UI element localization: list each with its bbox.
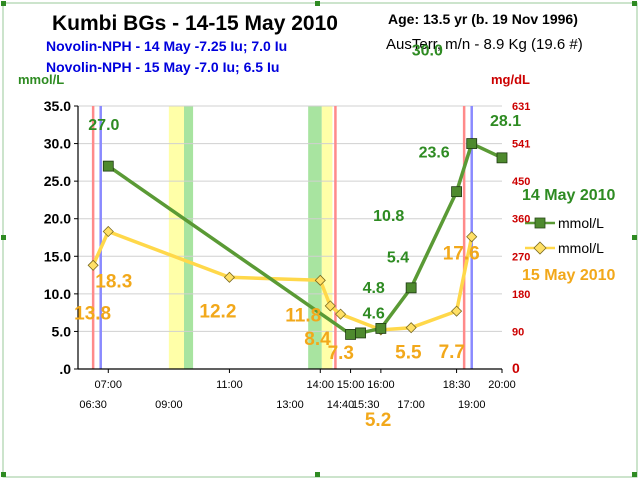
right-tick-label-5: 450 [512,176,530,188]
x-tick-label-lower-1: 09:00 [155,399,183,411]
frame-handle-5 [1,472,6,477]
data-label-yellow-0: 13.8 [74,303,111,324]
legend-marker-yellow [533,241,547,255]
legend-date-green: 14 May 2010 [522,187,616,204]
right-tick-label-0: 0 [512,360,520,376]
data-label-yellow-2: 12.2 [199,301,236,322]
x-tick-label-lower-4: 15:30 [352,399,380,411]
marker-yellow-2 [223,271,235,283]
frame-handle-7 [632,472,637,477]
right-tick-label-4: 360 [512,214,530,226]
x-tick-label-upper-5: 18:30 [443,379,471,391]
data-label-green-5: 23.6 [419,145,450,162]
x-tick-label-lower-5: 17:00 [397,399,425,411]
frame-handle-2 [632,1,637,6]
x-tick-label-upper-2: 14:00 [307,379,335,391]
y-tick-label-1: 5.0 [52,323,72,339]
right-tick-label-2: 180 [512,289,530,301]
data-label-green-4: 10.8 [373,208,404,225]
frame-handle-0 [1,1,6,6]
data-label-yellow-6: 5.2 [365,410,391,431]
marker-yellow-4 [324,300,336,312]
frame-handle-6 [315,472,320,477]
data-label-yellow-1: 18.3 [95,271,132,292]
frame-handle-1 [315,1,320,6]
x-tick-label-upper-4: 16:00 [367,379,395,391]
marker-yellow-3 [314,274,326,286]
data-label-green-1: 4.6 [363,305,385,322]
band-green-1 [184,106,194,369]
marker-green-0 [102,160,114,172]
legend: 14 May 2010 mmol/L mmol/L 15 May 2010 [522,187,616,284]
y-tick-label-3: 15.0 [44,248,71,264]
chart-title: Kumbi BGs - 14-15 May 2010 [52,12,338,35]
marker-yellow-9 [466,231,478,243]
data-label-yellow-5: 7.3 [328,343,354,364]
insulin-note-15-may: Novolin-NPH - 15 May -7.0 Iu; 6.5 Iu [46,59,279,75]
legend-label-green: mmol/L [558,215,604,231]
frame-handle-4 [632,235,637,240]
right-tick-label-6: 541 [512,139,530,151]
x-tick-label-upper-6: 20:00 [488,379,516,391]
marker-yellow-8 [451,305,463,317]
x-tick-label-lower-6: 19:00 [458,399,486,411]
marker-yellow-0 [87,259,99,271]
data-label-yellow-4: 8.4 [304,329,331,350]
data-label-green-2: 4.8 [363,280,385,297]
marker-yellow-7 [405,322,417,334]
marker-green-7 [496,152,508,164]
data-label-green-0: 27.0 [88,117,119,134]
y-axis-left-label: mmol/L [18,72,64,87]
y-tick-label-7: 35.0 [44,98,71,114]
legend-marker-green [534,217,546,229]
data-label-yellow-3: 11.8 [285,305,321,326]
y-axis-right-label: mg/dL [491,72,530,87]
data-label-yellow-9: 17.6 [443,244,480,265]
data-label-green-6: 30.0 [412,43,443,60]
marker-green-6 [466,138,478,149]
data-label-green-7: 28.1 [490,113,521,130]
x-tick-label-lower-3: 14:40 [327,399,355,411]
weight-note: AusTerr, m/n - 8.9 Kg (19.6 #) [386,36,583,53]
data-label-yellow-7: 5.5 [395,343,422,364]
x-tick-label-lower-2: 13:00 [276,399,304,411]
x-tick-label-lower-0: 06:30 [79,399,107,411]
marker-green-2 [355,327,366,339]
data-label-yellow-8: 7.7 [439,342,465,363]
data-label-green-3: 5.4 [387,249,409,266]
x-tick-label-upper-3: 15:00 [337,379,365,391]
frame-handle-3 [1,235,6,240]
x-tick-label-upper-0: 07:00 [95,379,123,391]
right-tick-label-7: 631 [512,101,530,113]
marker-green-5 [451,186,462,198]
series-line-yellow [91,229,474,332]
y-tick-label-2: 10.0 [44,286,71,302]
x-tick-label-upper-1: 11:00 [216,379,243,391]
marker-yellow-1 [102,225,114,238]
insulin-note-14-may: Novolin-NPH - 14 May -7.25 Iu; 7.0 Iu [46,38,287,54]
marker-green-4 [405,282,417,294]
marker-yellow-5 [335,308,347,320]
band-yellow-0 [168,106,184,369]
right-tick-label-1: 90 [512,326,524,338]
y-tick-label-0: .0 [59,361,71,377]
y-tick-label-4: 20.0 [44,211,71,227]
band-green-2 [308,106,322,369]
legend-label-yellow: mmol/L [558,240,604,256]
legend-date-yellow: 15 May 2010 [522,267,616,284]
marker-green-3 [375,323,387,334]
y-tick-label-6: 30.0 [44,136,71,152]
right-tick-label-3: 270 [512,251,530,263]
marker-green-1 [345,329,356,340]
y-tick-label-5: 25.0 [44,173,71,189]
band-yellow-3 [321,106,333,369]
age-label: Age: 13.5 yr (b. 19 Nov 1996) [388,11,578,27]
